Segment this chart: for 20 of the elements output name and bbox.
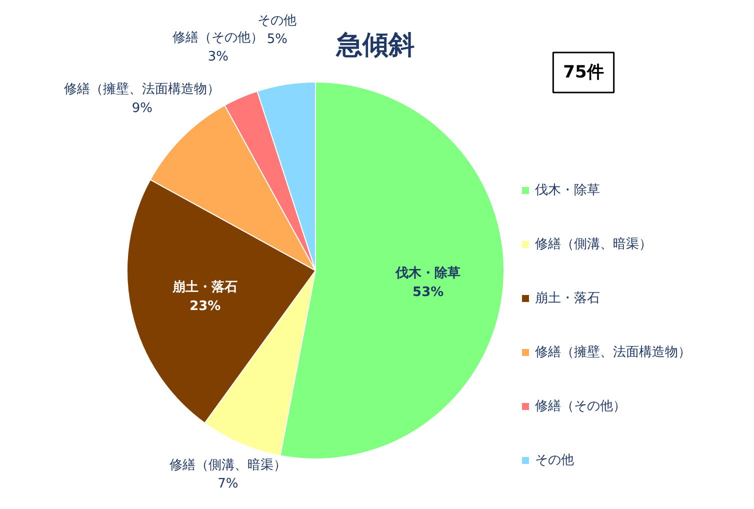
data-label: 7%	[218, 476, 238, 492]
legend-label: 修繕（擁壁、法面構造物）	[535, 344, 691, 361]
data-label: 9%	[132, 100, 153, 116]
data-label: 23%	[190, 298, 221, 314]
data-label: 53%	[412, 284, 444, 300]
legend-label: 修繕（その他）	[535, 398, 626, 415]
slice-label: 崩土・落石	[172, 280, 238, 296]
legend-label: 崩土・落石	[535, 290, 600, 307]
legend-label: 修繕（側溝、暗渠）	[535, 236, 652, 253]
slice-label: 修繕（その他）	[172, 30, 264, 46]
slice-label: 修繕（側溝、暗渠）	[169, 458, 286, 473]
slice-label: その他	[258, 13, 297, 28]
slice-label: 伐木・除草	[394, 266, 461, 282]
data-label: 3%	[208, 49, 228, 64]
data-label: 5%	[266, 32, 288, 48]
text: 急傾斜	[336, 30, 414, 60]
slice-label: 修繕（擁壁、法面構造物）	[64, 82, 220, 98]
legend-label: その他	[535, 452, 574, 469]
text: 75件	[563, 62, 604, 82]
legend-label: 伐木・除草	[535, 182, 600, 199]
